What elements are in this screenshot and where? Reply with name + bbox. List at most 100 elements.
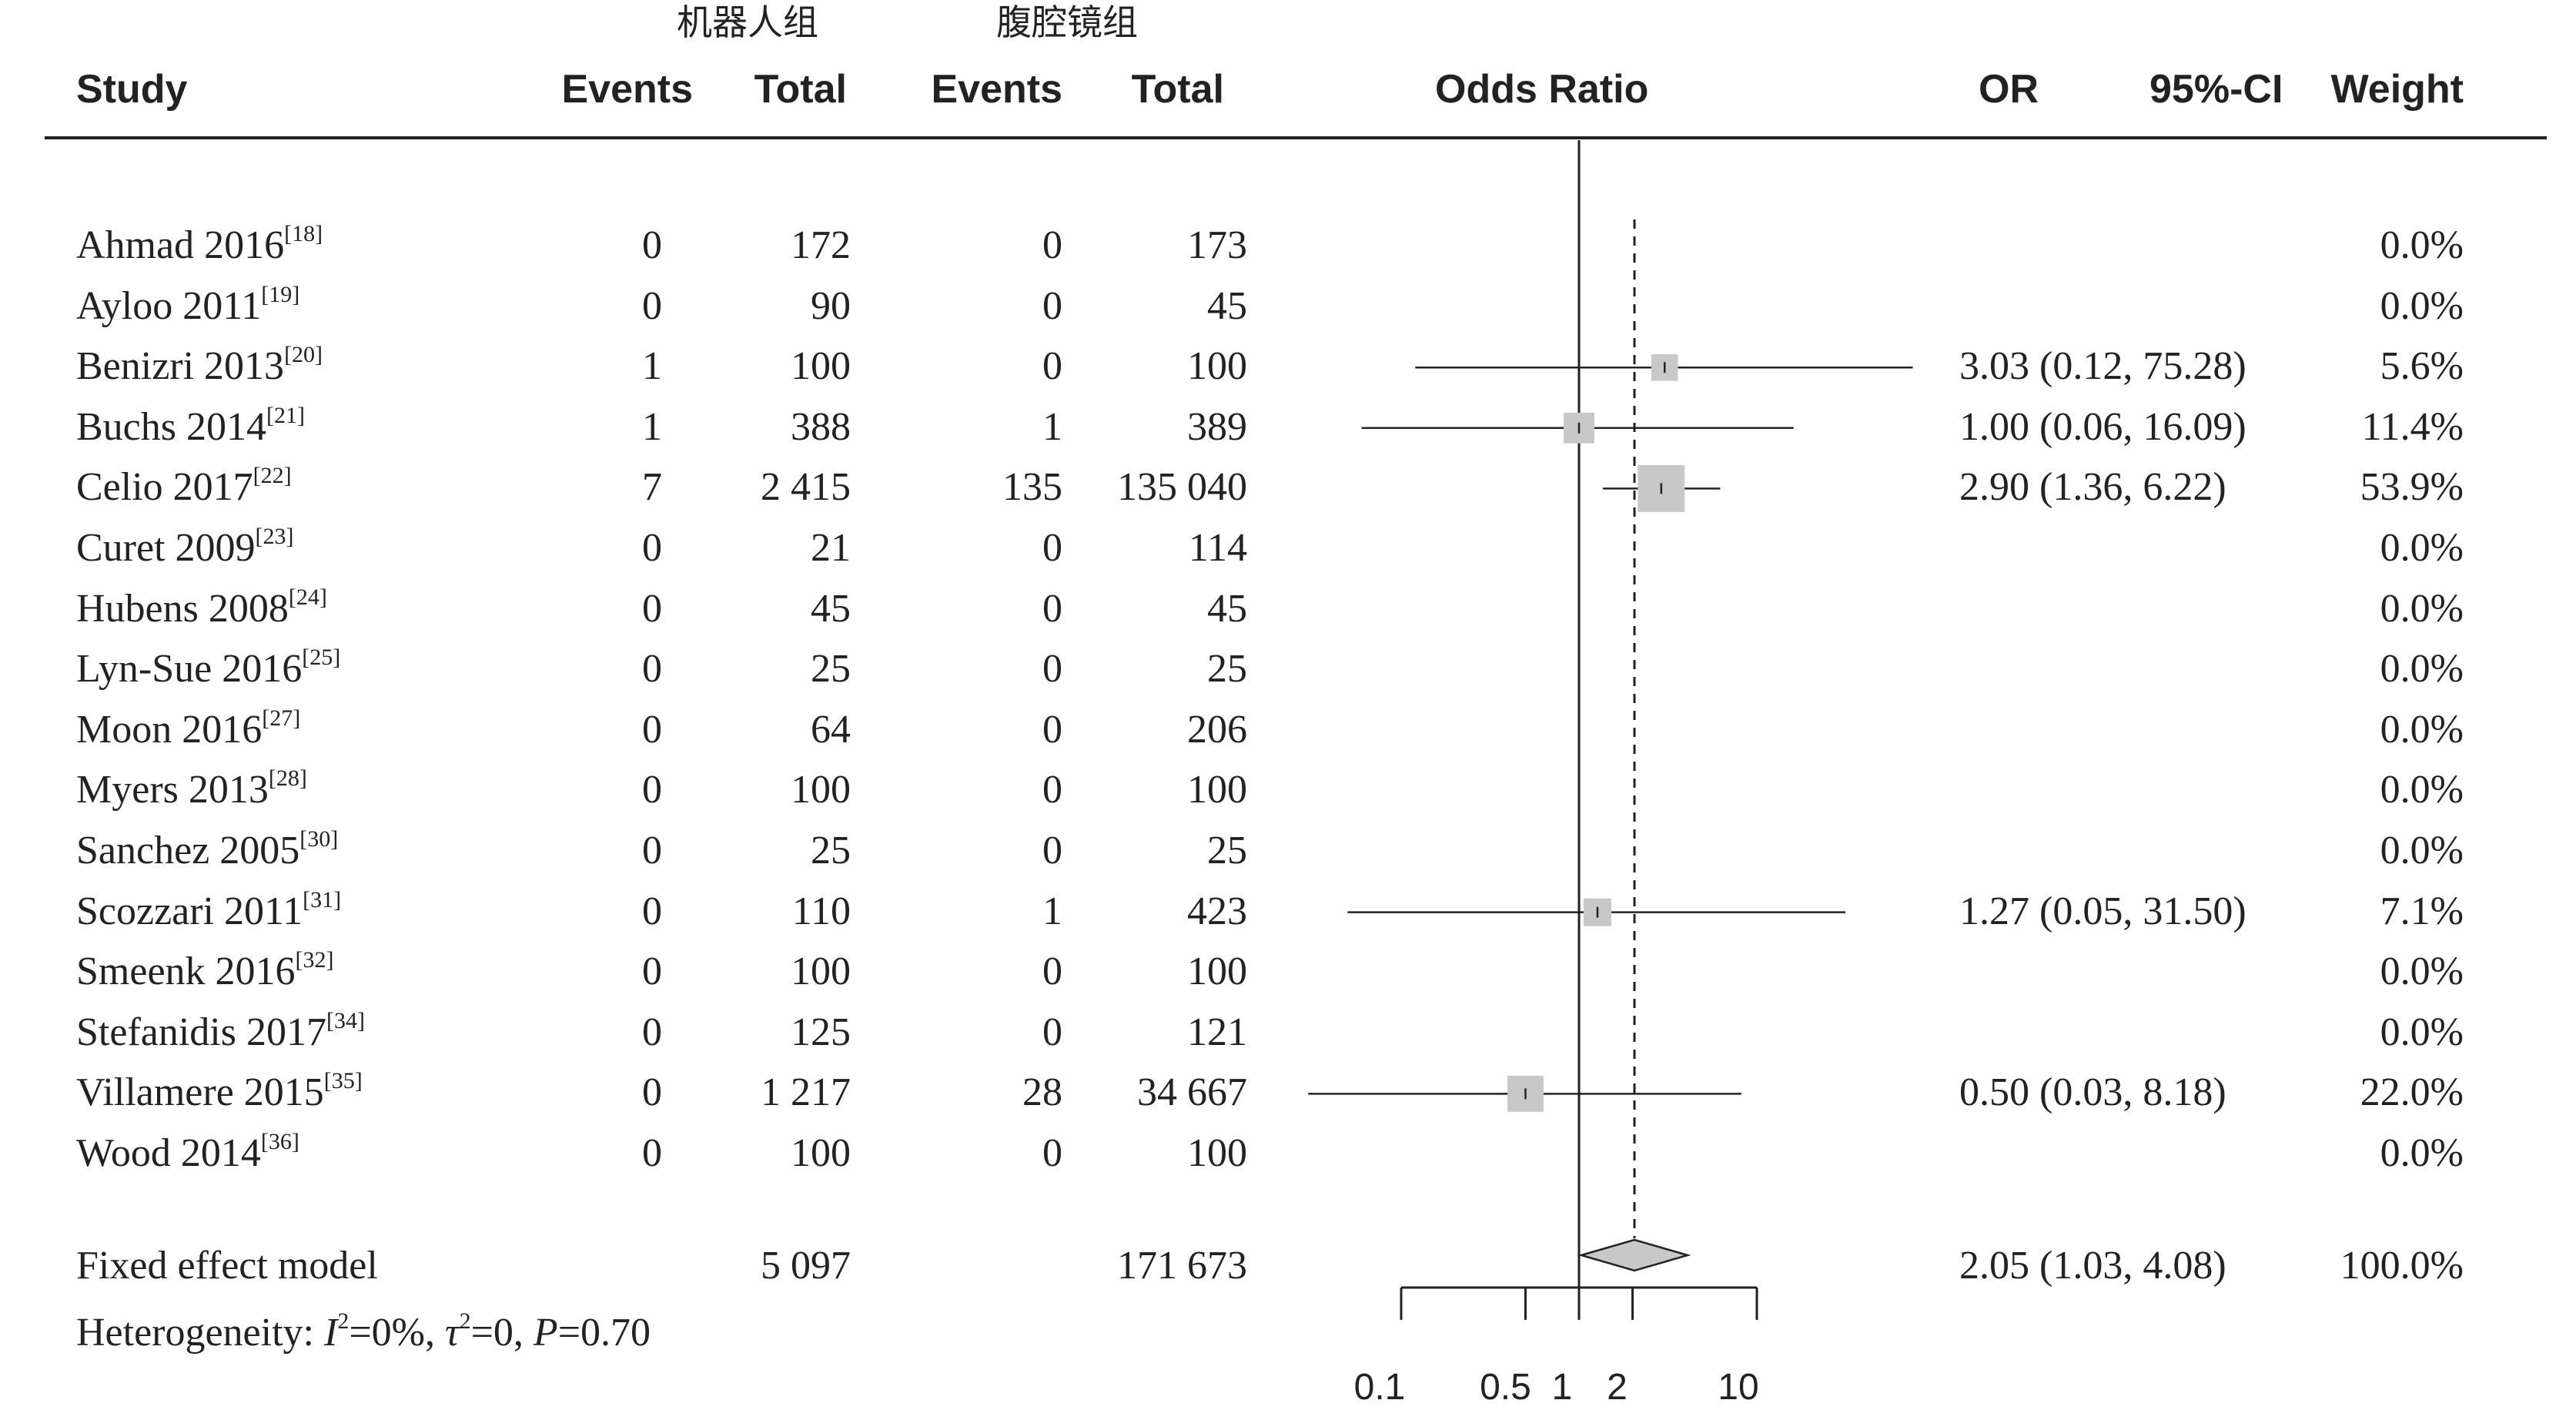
row-total-1: 21 [811,526,851,570]
col-header-or: OR [1979,67,2039,112]
col-header-total-2: Total [1131,67,1224,112]
col-header-events-1: Events [561,67,693,112]
row-study-name: Hubens 2008[24] [76,584,327,631]
row-events-2: 0 [1042,1131,1062,1175]
row-total-2: 34 667 [1137,1070,1247,1114]
row-study-name: Scozzari 2011[31] [76,887,342,933]
row-total-1: 1 217 [761,1070,851,1114]
row-weight: 22.0% [2360,1070,2464,1114]
row-events-1: 0 [642,1131,662,1175]
x-tick-label: 0.5 [1480,1367,1531,1408]
x-tick-label: 10 [1718,1367,1759,1408]
row-events-2: 0 [1042,284,1062,328]
row-events-1: 0 [642,1070,662,1114]
row-weight: 0.0% [2380,949,2464,993]
row-events-2: 0 [1042,829,1062,872]
row-total-1: 100 [791,768,851,812]
row-events-1: 1 [642,344,662,388]
row-events-1: 0 [642,587,662,631]
row-or-ci: 1.27 (0.05, 31.50) [1959,889,2246,933]
row-weight: 0.0% [2380,1010,2464,1054]
row-events-2: 0 [1042,708,1062,752]
row-weight: 0.0% [2380,829,2464,872]
row-total-1: 100 [791,949,851,993]
group-lap-label: 腹腔镜组 [996,2,1138,43]
row-study-name: Sanchez 2005[30] [76,826,339,872]
row-total-1: 110 [791,889,851,933]
row-events-1: 1 [642,405,662,449]
row-total-2: 25 [1207,829,1247,872]
row-total-1: 25 [811,647,851,691]
row-total-2: 45 [1207,587,1247,631]
row-events-1: 0 [642,284,662,328]
row-events-1: 0 [642,526,662,570]
row-events-2: 1 [1042,405,1062,449]
row-total-2: 100 [1187,1131,1247,1175]
row-events-2: 28 [1022,1070,1062,1114]
summary-label: Fixed effect model [76,1244,378,1288]
row-total-2: 389 [1187,405,1247,449]
row-events-1: 0 [642,949,662,993]
row-events-2: 0 [1042,587,1062,631]
row-study-name: Moon 2016[27] [76,705,301,752]
row-study-name: Myers 2013[28] [76,765,307,812]
row-weight: 53.9% [2360,465,2464,509]
row-weight: 0.0% [2380,526,2464,570]
row-events-2: 0 [1042,647,1062,691]
row-events-2: 0 [1042,223,1062,267]
row-events-1: 7 [642,465,662,509]
row-total-2: 173 [1187,223,1247,267]
row-study-name: Curet 2009[23] [76,524,294,570]
col-header-study: Study [76,67,188,112]
row-events-2: 135 [1002,465,1062,509]
row-study-name: Lyn-Sue 2016[25] [76,645,341,691]
row-study-name: Celio 2017[22] [76,463,292,509]
row-total-1: 90 [811,284,851,328]
row-study-name: Ayloo 2011[19] [76,282,300,328]
row-total-1: 2 415 [761,465,851,509]
row-events-2: 0 [1042,526,1062,570]
col-header-ci: 95%-CI [2149,67,2283,112]
row-total-1: 172 [791,223,851,267]
row-total-1: 64 [811,708,851,752]
row-study-name: Wood 2014[36] [76,1129,299,1175]
row-events-1: 0 [642,223,662,267]
summary-diamond [1577,1238,1691,1272]
row-events-1: 0 [642,768,662,812]
summary-total-1: 5 097 [761,1244,851,1288]
col-header-odds-ratio: Odds Ratio [1435,67,1649,112]
summary-weight: 100.0% [2340,1244,2464,1288]
row-total-2: 423 [1187,889,1247,933]
row-total-2: 121 [1187,1010,1247,1054]
row-or-ci: 2.90 (1.36, 6.22) [1959,465,2226,509]
row-weight: 5.6% [2380,344,2464,388]
row-or-ci: 3.03 (0.12, 75.28) [1959,344,2246,388]
row-study-name: Benizri 2013[20] [76,342,323,388]
row-events-1: 0 [642,647,662,691]
row-total-2: 25 [1207,647,1247,691]
row-events-2: 0 [1042,949,1062,993]
row-weight: 0.0% [2380,1131,2464,1175]
row-or-ci: 0.50 (0.03, 8.18) [1959,1070,2226,1114]
row-total-2: 114 [1188,526,1247,570]
row-total-2: 206 [1187,708,1247,752]
summary-total-2: 171 673 [1117,1244,1247,1288]
row-total-1: 25 [811,829,851,872]
row-total-2: 135 040 [1117,465,1247,509]
row-or-ci: 1.00 (0.06, 16.09) [1959,405,2246,449]
row-events-2: 1 [1042,889,1062,933]
row-study-name: Smeenk 2016[32] [76,947,334,993]
row-events-1: 0 [642,829,662,872]
row-events-2: 0 [1042,344,1062,388]
row-total-2: 100 [1187,949,1247,993]
col-header-events-2: Events [931,67,1062,112]
row-events-1: 0 [642,708,662,752]
x-tick-label: 0.1 [1353,1367,1406,1408]
row-total-1: 388 [791,405,851,449]
col-header-total-1: Total [754,67,847,112]
summary-or-ci: 2.05 (1.03, 4.08) [1959,1244,2226,1288]
row-weight: 0.0% [2380,223,2464,267]
col-header-weight: Weight [2330,67,2464,112]
row-events-1: 0 [642,1010,662,1054]
